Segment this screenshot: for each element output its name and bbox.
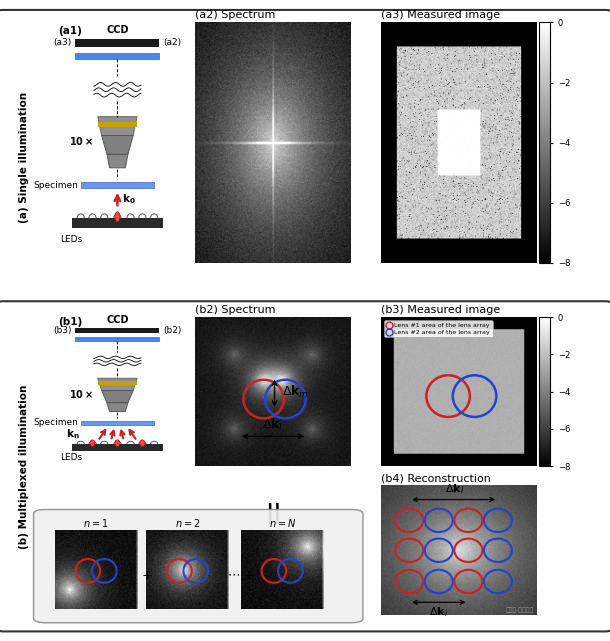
FancyBboxPatch shape [71, 218, 163, 228]
Text: Specimen: Specimen [33, 181, 78, 190]
Text: LEDs: LEDs [60, 235, 82, 244]
Text: CCD: CCD [106, 24, 129, 35]
FancyBboxPatch shape [0, 301, 610, 631]
Title: $n = 1$: $n = 1$ [84, 517, 109, 529]
Title: $n = N$: $n = N$ [268, 517, 296, 529]
Circle shape [90, 440, 95, 447]
Polygon shape [107, 154, 128, 168]
Text: Specimen: Specimen [33, 418, 78, 427]
Text: (b4) Reconstruction: (b4) Reconstruction [381, 473, 491, 483]
Text: $\mathbf{10\times}$: $\mathbf{10\times}$ [70, 135, 94, 147]
FancyBboxPatch shape [81, 420, 154, 424]
Text: (b2): (b2) [163, 326, 182, 335]
Text: $\Delta\mathbf{k}_l$: $\Delta\mathbf{k}_l$ [262, 417, 284, 433]
Text: (a2): (a2) [163, 38, 181, 47]
FancyBboxPatch shape [98, 122, 137, 128]
Polygon shape [107, 403, 128, 412]
FancyBboxPatch shape [76, 53, 159, 59]
Legend: Lens #1 area of the lens array, Lens #2 area of the lens array: Lens #1 area of the lens array, Lens #2 … [384, 320, 493, 337]
Text: (b3) Measured image: (b3) Measured image [381, 305, 500, 315]
Title: $n = 2$: $n = 2$ [175, 517, 200, 529]
Text: (b) Multiplexed illumination: (b) Multiplexed illumination [20, 384, 29, 549]
FancyBboxPatch shape [76, 38, 159, 47]
FancyBboxPatch shape [76, 337, 159, 341]
Text: (b3): (b3) [53, 326, 71, 335]
Text: $\cdots$ +: $\cdots$ + [228, 569, 255, 582]
FancyBboxPatch shape [98, 381, 137, 385]
Polygon shape [98, 117, 137, 135]
Text: (a2) Spectrum: (a2) Spectrum [195, 10, 276, 21]
Text: 公众号·计思光益: 公众号·计思光益 [506, 607, 534, 613]
FancyBboxPatch shape [0, 10, 610, 304]
Text: CCD: CCD [106, 315, 129, 325]
Polygon shape [102, 135, 133, 154]
Text: $\Delta\mathbf{k}_m$: $\Delta\mathbf{k}_m$ [282, 383, 309, 400]
Polygon shape [98, 378, 137, 390]
Circle shape [140, 440, 145, 447]
Text: $\mathbf{10\times}$: $\mathbf{10\times}$ [70, 388, 94, 400]
Text: $\Delta\mathbf{k}_l$: $\Delta\mathbf{k}_l$ [445, 483, 464, 496]
Text: (b1): (b1) [59, 317, 83, 328]
Text: ||: || [265, 503, 281, 524]
Text: (a) Single illumination: (a) Single illumination [20, 92, 29, 222]
Text: (a3) Measured image: (a3) Measured image [381, 10, 500, 21]
Polygon shape [102, 390, 133, 403]
Text: $\Delta\mathbf{k}_i$: $\Delta\mathbf{k}_i$ [429, 606, 448, 619]
Text: (b2) Spectrum: (b2) Spectrum [195, 305, 276, 315]
FancyBboxPatch shape [81, 182, 154, 188]
FancyBboxPatch shape [34, 510, 363, 623]
Text: (a1): (a1) [59, 26, 82, 35]
Text: +: + [142, 569, 152, 582]
Text: LEDs: LEDs [60, 453, 82, 462]
Text: (a3): (a3) [53, 38, 71, 47]
Text: $\mathbf{k_n}$: $\mathbf{k_n}$ [66, 427, 80, 441]
Circle shape [115, 440, 120, 447]
Text: $\mathbf{k_0}$: $\mathbf{k_0}$ [122, 192, 135, 206]
FancyBboxPatch shape [71, 444, 163, 451]
Circle shape [115, 212, 120, 222]
FancyBboxPatch shape [76, 328, 159, 333]
